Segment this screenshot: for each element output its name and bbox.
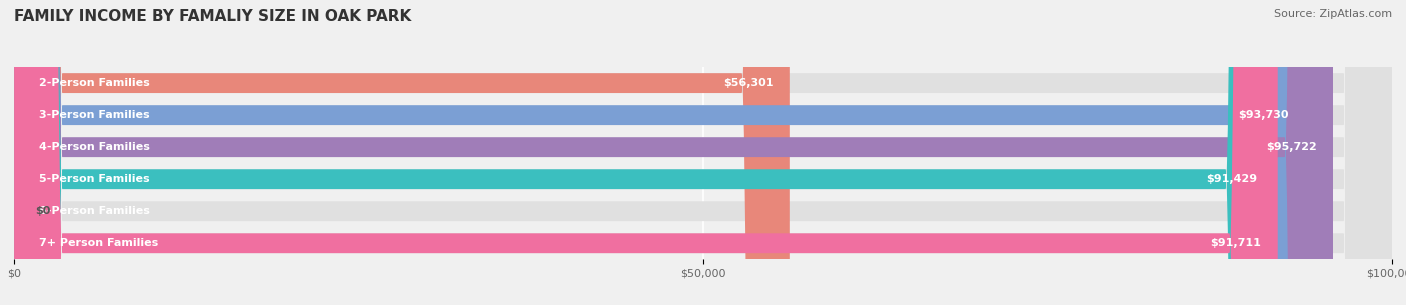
Text: $56,301: $56,301: [723, 78, 773, 88]
Text: $91,429: $91,429: [1206, 174, 1257, 184]
FancyBboxPatch shape: [14, 0, 1392, 305]
Text: 7+ Person Families: 7+ Person Families: [39, 238, 157, 248]
Text: 4-Person Families: 4-Person Families: [39, 142, 149, 152]
Text: 6-Person Families: 6-Person Families: [39, 206, 149, 216]
Text: $0: $0: [35, 206, 51, 216]
FancyBboxPatch shape: [14, 0, 790, 305]
Text: 2-Person Families: 2-Person Families: [39, 78, 149, 88]
Text: 3-Person Families: 3-Person Families: [39, 110, 149, 120]
FancyBboxPatch shape: [14, 0, 1392, 305]
FancyBboxPatch shape: [14, 0, 1392, 305]
FancyBboxPatch shape: [14, 0, 1392, 305]
Text: $95,722: $95,722: [1265, 142, 1316, 152]
Text: $91,711: $91,711: [1211, 238, 1261, 248]
FancyBboxPatch shape: [14, 0, 1274, 305]
FancyBboxPatch shape: [14, 0, 1392, 305]
FancyBboxPatch shape: [14, 0, 1278, 305]
Text: Source: ZipAtlas.com: Source: ZipAtlas.com: [1274, 9, 1392, 19]
Text: FAMILY INCOME BY FAMALIY SIZE IN OAK PARK: FAMILY INCOME BY FAMALIY SIZE IN OAK PAR…: [14, 9, 412, 24]
FancyBboxPatch shape: [14, 0, 1392, 305]
FancyBboxPatch shape: [14, 0, 1306, 305]
Text: 5-Person Families: 5-Person Families: [39, 174, 149, 184]
Text: $93,730: $93,730: [1239, 110, 1289, 120]
FancyBboxPatch shape: [14, 0, 1333, 305]
